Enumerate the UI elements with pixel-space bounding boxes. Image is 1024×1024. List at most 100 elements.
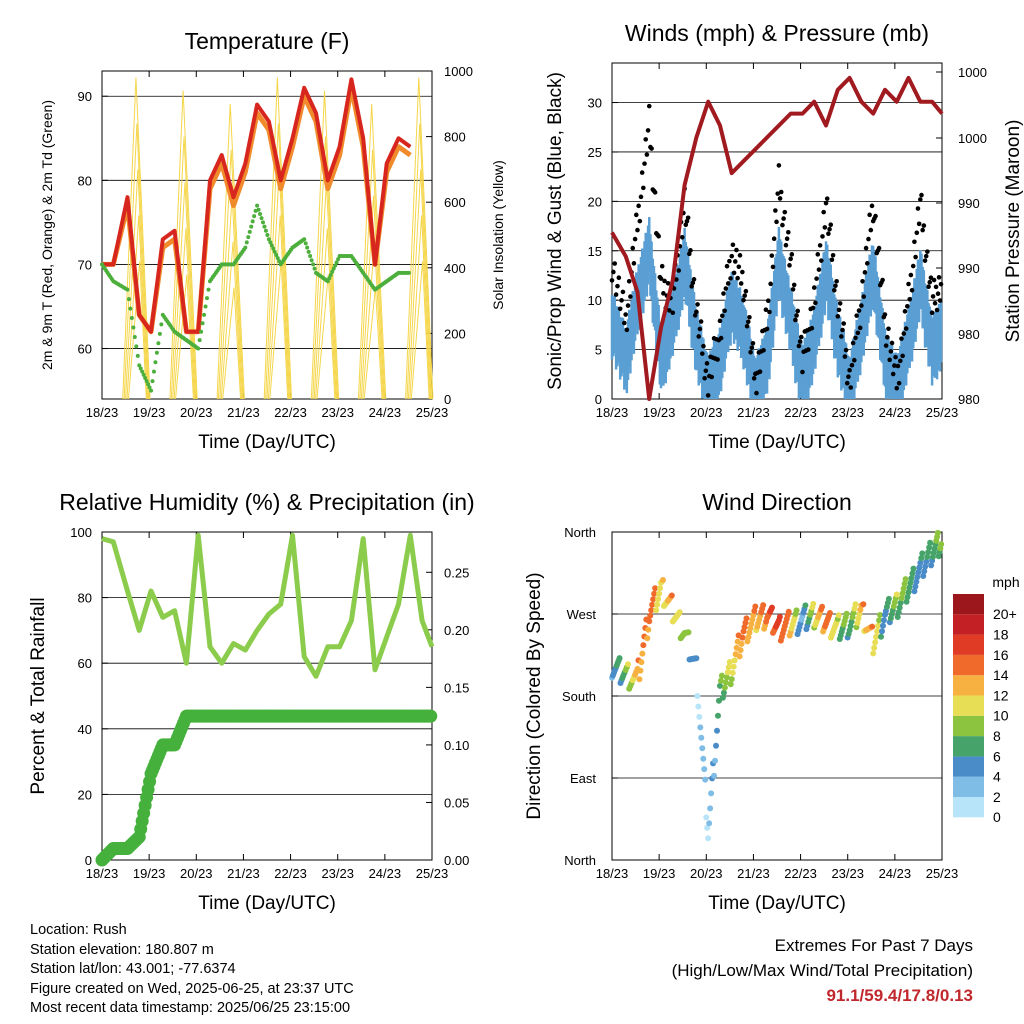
direction-point <box>657 585 664 592</box>
direction-point <box>928 562 935 569</box>
dewpoint-point <box>312 266 317 271</box>
direction-point <box>900 585 907 592</box>
gust-point <box>859 303 864 308</box>
gust-point <box>912 239 917 245</box>
temp-title: Temperature (F) <box>185 28 350 54</box>
dewpoint-point <box>305 245 310 250</box>
direction-point <box>728 676 735 683</box>
temperature-panel: 18/23 19/23 20/23 21/23 22/23 23/23 24/23 25/23… <box>39 28 506 453</box>
direction-point <box>910 565 917 572</box>
solar-mark <box>172 182 196 400</box>
gust-point <box>822 225 828 230</box>
dewpoint-point <box>203 304 208 309</box>
direction-point <box>703 814 710 821</box>
temp-x-axis-label: Time (Day/UTC) <box>198 432 336 453</box>
solar-mark <box>216 103 245 400</box>
gust-point <box>691 277 697 282</box>
rh-y-tick-label: 0 <box>85 853 92 868</box>
rh-line <box>101 532 435 679</box>
wind-y2-tick-label: 1000 <box>958 131 987 146</box>
gust-point <box>633 212 639 218</box>
direction-point <box>716 682 723 689</box>
direction-point <box>835 612 842 619</box>
legend-label: 10 <box>993 708 1009 724</box>
gust-point <box>659 263 665 269</box>
solar-mark <box>220 241 243 400</box>
gust-point <box>704 361 710 366</box>
gust-point <box>876 245 882 251</box>
speed-legend: mph 0 2 4 6 8 10 12 14 16 18 20+ <box>953 574 1020 825</box>
dewpoint-point <box>159 322 164 327</box>
gust-point <box>638 194 644 200</box>
gust-point <box>737 253 743 258</box>
direction-point <box>926 544 933 551</box>
dewpoint-point <box>275 256 280 261</box>
gust-point <box>850 340 856 346</box>
direction-point <box>909 570 916 577</box>
gust-point <box>886 326 891 332</box>
gust-point <box>641 185 646 191</box>
solar-mark <box>316 274 336 400</box>
dewpoint-point <box>244 240 249 245</box>
gust-point <box>754 390 759 396</box>
gust-point <box>846 374 851 380</box>
rh-x-tick-label: 22/23 <box>274 866 307 881</box>
gust-point <box>781 216 786 221</box>
wind-y-axis-label: Sonic/Prop Wind & Gust (Blue, Black) <box>545 72 566 390</box>
wind-x-tick-label: 23/23 <box>831 405 864 420</box>
dir-x-tick-label: 19/23 <box>643 866 676 881</box>
gust-point <box>612 261 618 266</box>
gust-point <box>646 103 652 109</box>
direction-point <box>659 577 666 584</box>
direction-point <box>752 603 759 610</box>
gust-point <box>829 257 835 263</box>
dewpoint-point <box>266 237 271 242</box>
legend-label: 16 <box>993 647 1009 663</box>
gust-point <box>738 281 744 286</box>
gust-point <box>835 314 841 319</box>
gust-point <box>923 253 929 259</box>
dewpoint-point <box>243 245 248 250</box>
dir-x-axis-label: Time (Day/UTC) <box>708 893 846 914</box>
dewpoint-point <box>336 257 341 262</box>
dewpoint-point <box>138 366 143 371</box>
gust-point <box>718 335 724 341</box>
direction-point <box>921 568 928 575</box>
gust-point <box>616 275 622 281</box>
legend-swatch <box>953 634 984 655</box>
dewpoint-point <box>153 360 158 365</box>
gust-point <box>853 335 858 341</box>
gust-point <box>780 222 785 228</box>
direction-point <box>698 734 705 741</box>
direction-point <box>652 585 659 592</box>
direction-point <box>898 595 905 602</box>
gust-point <box>688 248 693 253</box>
gust-point <box>702 375 707 381</box>
gust-point <box>926 284 931 290</box>
direction-point <box>636 676 643 683</box>
direction-point <box>776 613 783 620</box>
dewpoint-point <box>141 372 146 377</box>
direction-point <box>656 590 663 597</box>
gust-point <box>852 357 857 363</box>
gust-point <box>797 339 803 344</box>
rh-title: Relative Humidity (%) & Precipitation (i… <box>59 489 474 515</box>
direction-point <box>870 650 877 657</box>
dewpoint-series <box>100 203 411 393</box>
gust-point <box>615 283 620 289</box>
direction-point <box>819 603 826 610</box>
rh-x-tick-label: 21/23 <box>227 866 260 881</box>
extremes-subtitle: (High/Low/Max Wind/Total Precipitation) <box>671 961 973 980</box>
latlon-text: Station lat/lon: 43.001; -77.6374 <box>30 961 236 978</box>
gust-point <box>745 319 751 325</box>
rh-x-tick-label: 23/23 <box>321 866 354 881</box>
gust-point <box>932 300 938 306</box>
gust-point <box>697 326 703 332</box>
gust-point <box>636 203 641 209</box>
dewpoint-point <box>263 228 268 233</box>
direction-point <box>894 614 901 621</box>
dewpoint-point <box>154 350 159 355</box>
rh-y-tick-label: 100 <box>70 525 92 540</box>
direction-point <box>872 639 879 646</box>
direction-point <box>668 592 675 599</box>
